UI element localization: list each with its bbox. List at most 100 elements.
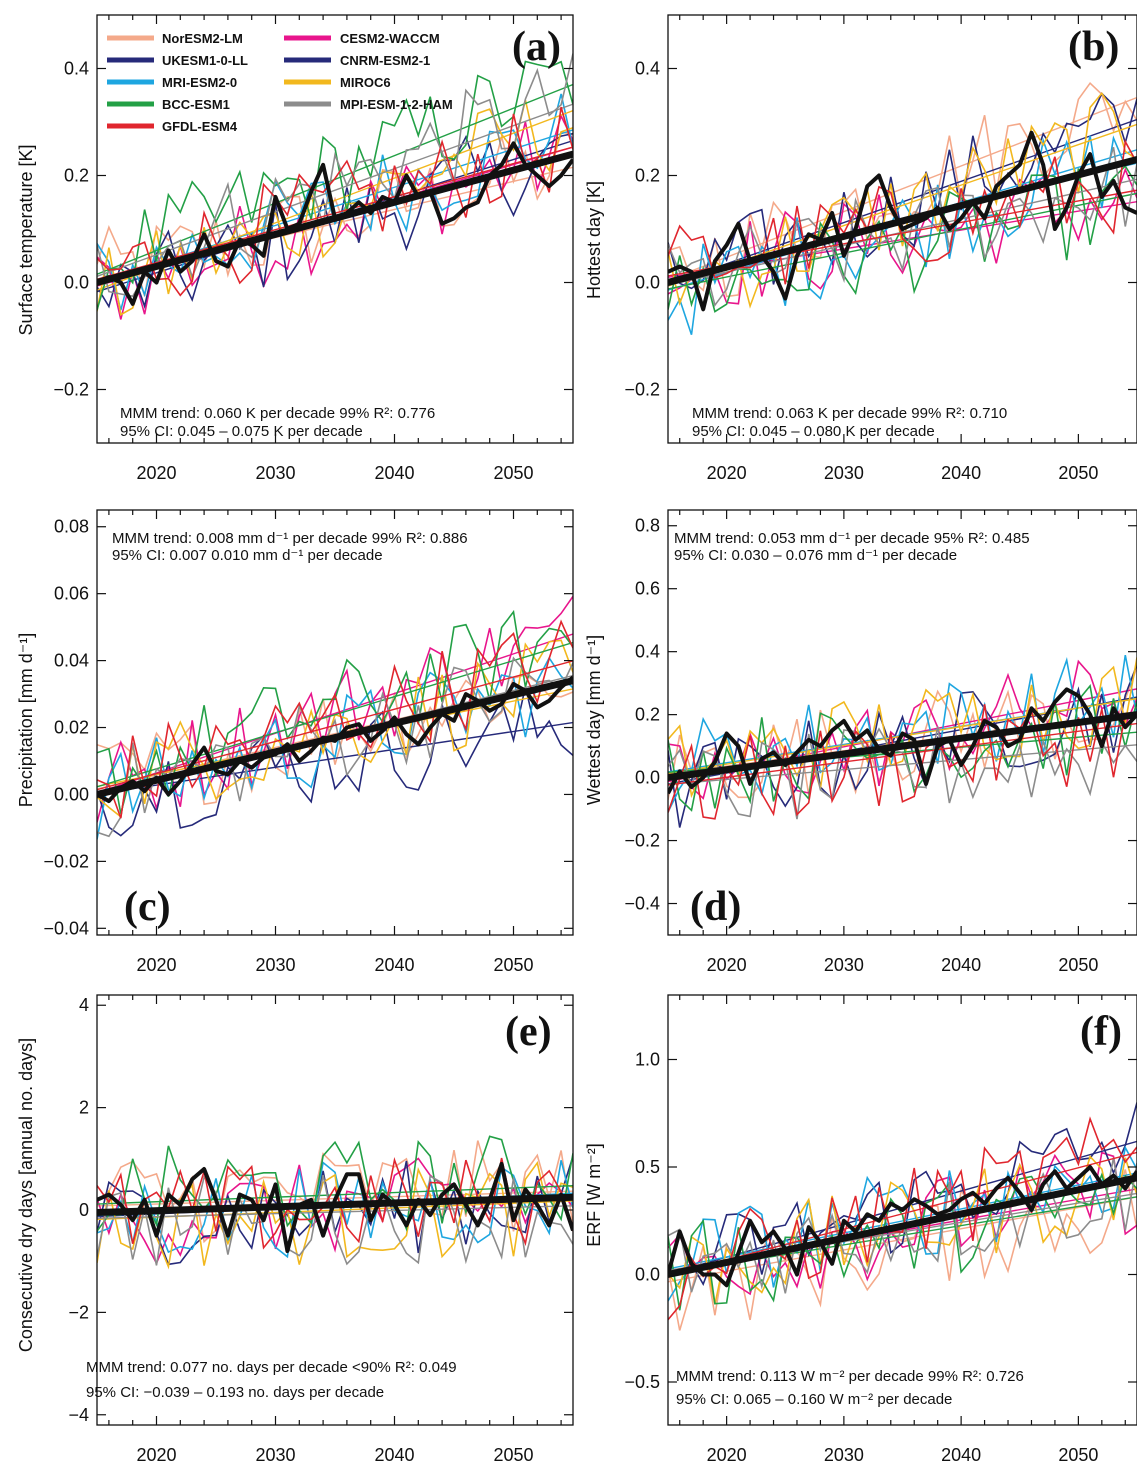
model-series-b-3 bbox=[668, 92, 1137, 290]
ylabel-b: Hottest day [K] bbox=[584, 181, 604, 299]
xtick-label-c: 2030 bbox=[255, 955, 295, 975]
mmm-trend-c bbox=[97, 677, 573, 798]
legend-label-cnrm: CNRM-ESM2-1 bbox=[340, 53, 430, 68]
legend-label-gfdl: GFDL-ESM4 bbox=[162, 119, 238, 134]
xtick-label-e: 2040 bbox=[374, 1445, 414, 1465]
ytick-label-c: −0.04 bbox=[43, 918, 89, 938]
xtick-label-d: 2040 bbox=[941, 955, 981, 975]
axes-frame-a bbox=[96, 14, 574, 444]
xtick-label-a: 2030 bbox=[255, 463, 295, 483]
stats-f-line1: MMM trend: 0.113 W m⁻² per decade 99% R²… bbox=[676, 1368, 1024, 1385]
ylabel-e: Consecutive dry days [annual no. days] bbox=[16, 1038, 36, 1352]
model-series-f-2 bbox=[668, 1151, 1137, 1296]
model-series-d-7 bbox=[668, 726, 1137, 820]
ytick-label-d: 0.2 bbox=[635, 705, 660, 725]
model-series-a-7 bbox=[97, 53, 573, 298]
ytick-label-f: 0.5 bbox=[635, 1157, 660, 1177]
xtick-label-f: 2030 bbox=[824, 1445, 864, 1465]
mmm-trend-f bbox=[668, 1174, 1137, 1278]
panel-e: 2020 2030 2040 2050 −4 −2 0 2 4 Consecutive dry … bbox=[16, 994, 574, 1465]
ytick-label-e: −4 bbox=[68, 1405, 89, 1425]
ytick-label-a: 0.4 bbox=[64, 59, 89, 79]
panel-b: 2020 2030 2040 2050 −0.2 0.0 0.2 0.4 Hottest da… bbox=[584, 14, 1137, 483]
ytick-label-c: 0.02 bbox=[54, 718, 89, 738]
stats-d-line2: 95% CI: 0.030 – 0.076 mm d⁻¹ per decade bbox=[674, 547, 957, 564]
xtick-label-e: 2030 bbox=[255, 1445, 295, 1465]
plot-area-d bbox=[668, 654, 1137, 828]
xtick-label-c: 2020 bbox=[136, 955, 176, 975]
stats-f-line2: 95% CI: 0.065 – 0.160 W m⁻² per decade bbox=[676, 1391, 952, 1408]
model-series-a-8 bbox=[97, 106, 573, 297]
xtick-label-a: 2050 bbox=[493, 463, 533, 483]
ytick-label-e: −2 bbox=[68, 1302, 89, 1322]
plot-area-a bbox=[97, 53, 573, 320]
panel-label-a: (a) bbox=[512, 24, 561, 70]
ytick-label-c: 0.00 bbox=[54, 784, 89, 804]
model-series-e-4 bbox=[97, 1160, 573, 1259]
panel-d: 2020 2030 2040 2050−0.4−0.20.00.20.40.60.8 … bbox=[584, 509, 1137, 975]
ytick-label-d: −0.2 bbox=[624, 831, 660, 851]
ytick-label-f: 1.0 bbox=[635, 1050, 660, 1070]
ytick-label-c: 0.08 bbox=[54, 517, 89, 537]
model-series-e-7 bbox=[97, 1174, 573, 1266]
model-series-b-5 bbox=[668, 91, 1137, 311]
stats-c-line1: MMM trend: 0.008 mm d⁻¹ per decade 99% R… bbox=[112, 530, 468, 547]
legend-label-cesm: CESM2-WACCM bbox=[340, 31, 440, 46]
mmm-series-f bbox=[668, 1165, 1137, 1288]
ytick-label-d: 0.0 bbox=[635, 768, 660, 788]
panel-f: 2020 2030 2040 2050 −0.5 0.0 0.5 1.0 ERF [W m⁻²… bbox=[584, 994, 1137, 1465]
legend-label-noresm: NorESM2-LM bbox=[162, 31, 243, 46]
ylabel-c: Precipitation [mm d⁻¹] bbox=[16, 633, 36, 808]
stats-e-line1: MMM trend: 0.077 no. days per decade <90… bbox=[86, 1359, 457, 1376]
legend-label-miroc: MIROC6 bbox=[340, 75, 391, 90]
stats-d-line1: MMM trend: 0.053 mm d⁻¹ per decade 95% R… bbox=[674, 530, 1030, 547]
model-series-c-8 bbox=[97, 619, 573, 819]
panel-label-c: (c) bbox=[124, 884, 171, 930]
model-trend-c-3 bbox=[97, 721, 573, 795]
model-trend-a-7 bbox=[97, 103, 573, 277]
legend-label-ukesm: UKESM1-0-LL bbox=[162, 53, 248, 68]
xtick-label-b: 2030 bbox=[824, 463, 864, 483]
ytick-label-c: −0.02 bbox=[43, 851, 89, 871]
ytick-label-a: 0.2 bbox=[64, 166, 89, 186]
model-series-f-8 bbox=[668, 1116, 1137, 1321]
stats-c-line2: 95% CI: 0.007 0.010 mm d⁻¹ per decade bbox=[112, 547, 383, 564]
ylabel-d: Wettest day [mm d⁻¹] bbox=[584, 635, 604, 805]
axes-frame-f bbox=[667, 994, 1137, 1426]
model-series-f-5 bbox=[668, 1155, 1137, 1305]
model-series-b-1 bbox=[668, 81, 1137, 298]
ytick-label-a: −0.2 bbox=[53, 380, 89, 400]
legend-label-bcc: BCC-ESM1 bbox=[162, 97, 230, 112]
plot-area-c bbox=[97, 595, 573, 840]
xtick-label-d: 2050 bbox=[1058, 955, 1098, 975]
ytick-label-b: 0.4 bbox=[635, 59, 660, 79]
model-trend-f-4 bbox=[668, 1172, 1137, 1270]
model-trend-e-7 bbox=[97, 1205, 573, 1219]
mmm-trend-e bbox=[97, 1193, 573, 1217]
mmm-trend-d bbox=[668, 711, 1137, 782]
panel-a: 2020 2030 2040 2050 −0.2 0.0 0.2 0.4 Surface te… bbox=[16, 14, 574, 483]
model-series-a-6 bbox=[97, 60, 573, 311]
model-series-d-5 bbox=[668, 657, 1137, 799]
panel-label-b: (b) bbox=[1068, 24, 1119, 70]
legend: NorESM2-LM CESM2-WACCM UKESM1-0-LL CNRM-… bbox=[107, 31, 453, 134]
plot-area-b bbox=[668, 81, 1137, 335]
axes-frame-d bbox=[667, 509, 1137, 936]
mmm-series-d bbox=[668, 687, 1137, 795]
mmm-series-b bbox=[668, 130, 1137, 312]
ytick-label-f: −0.5 bbox=[624, 1372, 660, 1392]
stats-a-line1: MMM trend: 0.060 K per decade 99% R²: 0.… bbox=[120, 405, 435, 422]
xtick-label-a: 2020 bbox=[136, 463, 176, 483]
model-trend-c-8 bbox=[97, 660, 573, 791]
model-trend-f-8 bbox=[668, 1151, 1137, 1276]
model-series-d-8 bbox=[668, 704, 1137, 820]
xtick-label-c: 2050 bbox=[493, 955, 533, 975]
ytick-label-d: 0.4 bbox=[635, 642, 660, 662]
model-trend-c-6 bbox=[97, 641, 573, 788]
xtick-label-d: 2020 bbox=[707, 955, 747, 975]
ytick-label-d: 0.6 bbox=[635, 579, 660, 599]
ytick-label-d: −0.4 bbox=[624, 894, 660, 914]
stats-b-line1: MMM trend: 0.063 K per decade 99% R²: 0.… bbox=[692, 405, 1007, 422]
model-series-a-4 bbox=[97, 93, 573, 311]
